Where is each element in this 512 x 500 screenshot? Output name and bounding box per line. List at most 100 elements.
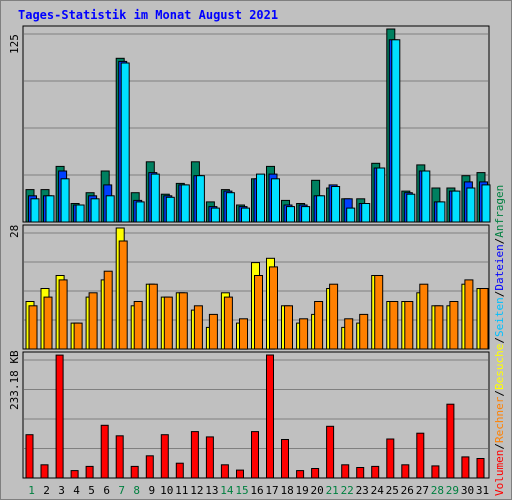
bar-volumen-day-30 bbox=[461, 456, 470, 479]
bottom-max-label: 233.18 KB bbox=[8, 350, 21, 410]
legend-item: Seiten bbox=[493, 297, 506, 337]
bar-seiten-day-1 bbox=[30, 198, 40, 223]
legend-item: Dateien bbox=[493, 244, 506, 290]
bar-volumen-day-9 bbox=[145, 455, 154, 479]
x-tick-label: 13 bbox=[205, 484, 218, 497]
bar-seiten-day-10 bbox=[165, 196, 175, 223]
x-tick-label: 21 bbox=[326, 484, 339, 497]
legend-item: Rechner bbox=[493, 396, 506, 443]
bar-rechner-day-22 bbox=[344, 318, 354, 350]
x-tick-label: 3 bbox=[58, 484, 65, 497]
bar-rechner-day-5 bbox=[88, 292, 98, 350]
bar-rechner-day-21 bbox=[329, 283, 339, 350]
bar-volumen-day-27 bbox=[416, 432, 425, 479]
x-tick-label: 23 bbox=[356, 484, 369, 497]
legend-item: Volumen bbox=[493, 450, 506, 496]
bar-seiten-day-22 bbox=[346, 207, 356, 223]
bar-volumen-day-17 bbox=[266, 354, 274, 479]
bar-volumen-day-2 bbox=[40, 464, 49, 479]
bar-volumen-day-8 bbox=[130, 465, 139, 479]
bar-seiten-day-8 bbox=[135, 201, 145, 223]
x-tick-label: 14 bbox=[220, 484, 234, 497]
bar-volumen-day-21 bbox=[326, 425, 335, 479]
bar-volumen-day-22 bbox=[341, 464, 350, 479]
bar-volumen-day-16 bbox=[251, 431, 259, 479]
bar-seiten-day-11 bbox=[180, 184, 190, 223]
bar-volumen-day-24 bbox=[371, 465, 380, 479]
bar-seiten-day-29 bbox=[451, 190, 461, 223]
bar-volumen-day-5 bbox=[85, 465, 94, 479]
bar-seiten-day-25 bbox=[391, 39, 401, 223]
x-tick-label: 5 bbox=[88, 484, 95, 497]
bar-seiten-day-27 bbox=[421, 170, 431, 223]
bar-volumen-day-7 bbox=[115, 435, 124, 479]
bar-rechner-day-11 bbox=[178, 292, 188, 350]
bar-rechner-day-20 bbox=[314, 301, 324, 350]
bar-volumen-day-20 bbox=[311, 468, 320, 479]
bar-seiten-day-21 bbox=[331, 186, 341, 223]
bar-rechner-day-19 bbox=[299, 318, 309, 350]
bar-rechner-day-17 bbox=[269, 266, 278, 350]
x-tick-label: 31 bbox=[476, 484, 489, 497]
x-tick-label: 20 bbox=[310, 484, 323, 497]
x-tick-label: 7 bbox=[118, 484, 125, 497]
x-tick-label: 19 bbox=[295, 484, 308, 497]
bar-seiten-day-15 bbox=[241, 207, 250, 223]
bar-rechner-day-9 bbox=[148, 283, 158, 350]
bar-volumen-day-18 bbox=[281, 439, 289, 479]
bar-volumen-day-11 bbox=[175, 462, 184, 479]
bar-volumen-day-23 bbox=[356, 467, 365, 479]
x-tick-label: 18 bbox=[280, 484, 293, 497]
bar-rechner-day-14 bbox=[223, 296, 233, 350]
x-tick-label: 11 bbox=[175, 484, 188, 497]
x-tick-label: 10 bbox=[160, 484, 173, 497]
bar-seiten-day-13 bbox=[210, 207, 220, 223]
bar-rechner-day-28 bbox=[434, 305, 444, 350]
bar-rechner-day-12 bbox=[193, 305, 203, 350]
bar-rechner-day-1 bbox=[28, 305, 38, 350]
x-tick-label: 6 bbox=[103, 484, 110, 497]
bar-rechner-day-6 bbox=[103, 270, 113, 350]
legend-item: / bbox=[493, 390, 506, 397]
bar-rechner-day-25 bbox=[389, 301, 399, 350]
legend-item: / bbox=[493, 337, 506, 344]
x-tick-label: 28 bbox=[431, 484, 444, 497]
x-tick-label: 15 bbox=[235, 484, 248, 497]
bar-seiten-day-6 bbox=[105, 195, 115, 223]
bar-seiten-day-28 bbox=[436, 201, 446, 223]
bar-seiten-day-5 bbox=[90, 198, 100, 223]
bar-volumen-day-10 bbox=[160, 434, 169, 479]
bar-volumen-day-31 bbox=[476, 458, 485, 479]
bar-seiten-day-12 bbox=[195, 175, 205, 223]
bar-volumen-day-19 bbox=[296, 470, 305, 479]
legend-item: Anfragen bbox=[493, 185, 506, 238]
bar-seiten-day-30 bbox=[466, 187, 476, 223]
bar-volumen-day-25 bbox=[386, 438, 395, 479]
x-tick-label: 26 bbox=[401, 484, 414, 497]
bar-rechner-day-13 bbox=[208, 313, 218, 350]
middle-max-label: 28 bbox=[8, 225, 21, 238]
bar-rechner-day-2 bbox=[43, 296, 53, 350]
bar-rechner-day-3 bbox=[58, 279, 68, 350]
bar-volumen-day-12 bbox=[190, 431, 199, 479]
bar-seiten-day-16 bbox=[256, 173, 265, 223]
legend-item: Besuche bbox=[493, 344, 506, 390]
bar-rechner-day-15 bbox=[239, 318, 248, 350]
bar-rechner-day-26 bbox=[404, 301, 414, 350]
x-tick-label: 4 bbox=[73, 484, 80, 497]
bar-seiten-day-18 bbox=[286, 206, 295, 223]
bar-seiten-day-2 bbox=[45, 195, 55, 223]
bar-seiten-day-20 bbox=[316, 195, 326, 223]
x-tick-label: 1 bbox=[28, 484, 35, 497]
bar-volumen-day-1 bbox=[25, 434, 34, 479]
bar-rechner-day-7 bbox=[118, 240, 128, 350]
x-tick-label: 2 bbox=[43, 484, 50, 497]
right-legend: Volumen/Rechner/Besuche/Seiten/Dateien/A… bbox=[493, 185, 506, 496]
bar-rechner-day-30 bbox=[464, 279, 474, 350]
bar-seiten-day-23 bbox=[361, 203, 371, 223]
bar-seiten-day-17 bbox=[271, 178, 280, 223]
bar-volumen-day-28 bbox=[431, 465, 440, 479]
bar-volumen-day-14 bbox=[220, 464, 229, 479]
bar-seiten-day-14 bbox=[225, 192, 235, 223]
